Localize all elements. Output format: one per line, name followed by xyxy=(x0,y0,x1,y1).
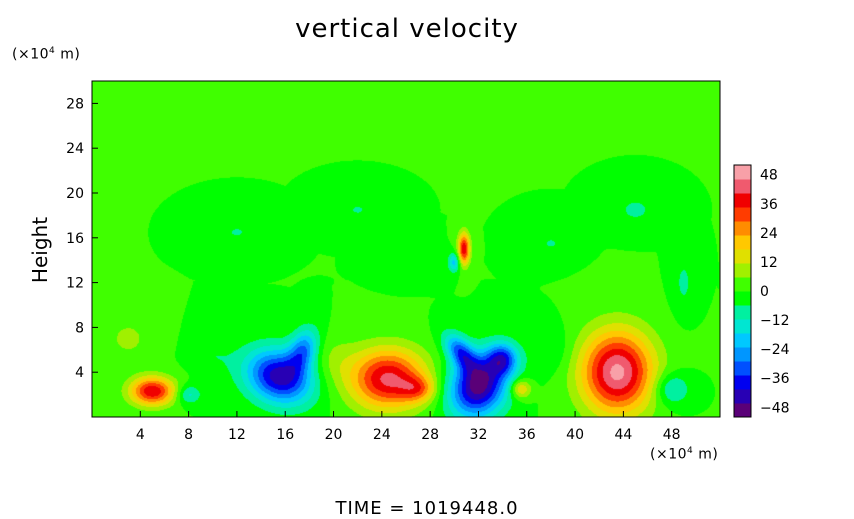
colorbar-swatch xyxy=(734,361,751,376)
colorbar-swatch xyxy=(734,221,751,236)
colorbar-frame xyxy=(733,164,752,418)
x-tick-label: 16 xyxy=(276,427,294,443)
colorbar-tick-label: −36 xyxy=(760,371,790,387)
y-tick-label: 16 xyxy=(66,231,84,247)
colorbar-tick-label: 48 xyxy=(760,168,778,184)
x-tick-label: 12 xyxy=(228,427,246,443)
y-tick-label: 8 xyxy=(75,320,84,336)
y-unit-exponent: 4 xyxy=(49,46,56,56)
x-tick-label: 40 xyxy=(566,427,584,443)
chart-title: vertical velocity xyxy=(295,14,519,44)
x-tick-label: 4 xyxy=(136,427,145,443)
colorbar-swatch xyxy=(734,193,751,208)
x-tick-label: 48 xyxy=(663,427,681,443)
colorbar-tick-label: −12 xyxy=(760,313,790,329)
colorbar: 48 36 24 12 0 −12 −24 −36 −48 xyxy=(733,164,790,418)
y-tick-label: 20 xyxy=(66,186,84,202)
colorbar-swatch xyxy=(734,179,751,194)
x-unit-exponent: 4 xyxy=(687,446,694,456)
y-axis-unit: (×104 m) xyxy=(12,46,80,63)
colorbar-swatch xyxy=(734,403,751,418)
colorbar-swatch xyxy=(734,277,751,292)
y-tick-label: 28 xyxy=(66,96,84,112)
y-tick-label: 4 xyxy=(75,365,84,381)
colorbar-tick-label: 12 xyxy=(760,255,778,271)
colorbar-tick-label: 24 xyxy=(760,226,778,242)
colorbar-swatch xyxy=(734,319,751,334)
colorbar-swatch xyxy=(734,207,751,222)
x-tick-label: 36 xyxy=(518,427,536,443)
colorbar-swatch xyxy=(734,165,751,180)
colorbar-tick-label: 36 xyxy=(760,197,778,213)
y-unit-prefix: (×10 xyxy=(12,46,50,63)
plot-field-container xyxy=(92,81,720,417)
x-ticks: 4 8 12 16 20 24 28 32 36 40 44 48 xyxy=(136,411,681,443)
colorbar-swatch xyxy=(734,249,751,264)
colorbar-swatch xyxy=(734,235,751,250)
x-tick-label: 8 xyxy=(184,427,193,443)
colorbar-swatch xyxy=(734,375,751,390)
plot-field xyxy=(92,81,720,417)
plot-frame xyxy=(91,80,721,418)
colorbar-swatch xyxy=(734,389,751,404)
x-tick-label: 20 xyxy=(325,427,343,443)
colorbar-swatch xyxy=(734,333,751,348)
x-tick-label: 32 xyxy=(470,427,488,443)
colorbar-swatch xyxy=(734,347,751,362)
x-tick-label: 28 xyxy=(421,427,439,443)
time-footer: TIME = 1019448.0 xyxy=(335,498,519,519)
colorbar-swatch xyxy=(734,263,751,278)
colorbar-swatch xyxy=(734,291,751,306)
colorbar-tick-label: 0 xyxy=(760,284,769,300)
colorbar-tick-label: −48 xyxy=(760,400,790,416)
x-axis-unit: (×104 m) xyxy=(650,446,718,463)
x-unit-suffix: m) xyxy=(693,446,719,463)
y-tick-label: 12 xyxy=(66,276,84,292)
y-unit-suffix: m) xyxy=(55,46,81,63)
x-tick-label: 44 xyxy=(614,427,632,443)
y-ticks: 4 8 12 16 20 24 28 xyxy=(66,96,98,381)
x-unit-prefix: (×10 xyxy=(650,446,688,463)
y-tick-label: 24 xyxy=(66,141,84,157)
colorbar-tick-label: −24 xyxy=(760,342,790,358)
colorbar-swatch xyxy=(734,305,751,320)
x-tick-label: 24 xyxy=(373,427,391,443)
